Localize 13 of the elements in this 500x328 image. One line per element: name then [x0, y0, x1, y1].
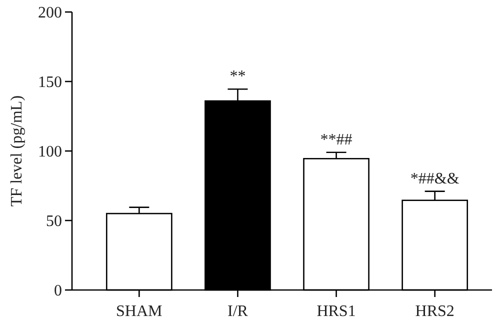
y-tick-label: 150 [38, 74, 62, 92]
x-tick-label: HRS1 [316, 303, 356, 320]
x-tick-label: SHAM [116, 303, 162, 320]
x-tick-label: I/R [227, 303, 248, 320]
y-tick-label: 0 [54, 282, 62, 300]
x-tick-label: HRS2 [415, 303, 454, 320]
y-tick-label: 100 [38, 144, 62, 161]
annotation: **## [320, 131, 352, 148]
annotation: *##&& [410, 170, 460, 188]
y-tick-label: 200 [38, 4, 62, 22]
y-axis-title: TF level (pg/mL) [8, 95, 26, 207]
annotation: ** [230, 68, 246, 86]
y-tick-label: 50 [46, 213, 62, 230]
